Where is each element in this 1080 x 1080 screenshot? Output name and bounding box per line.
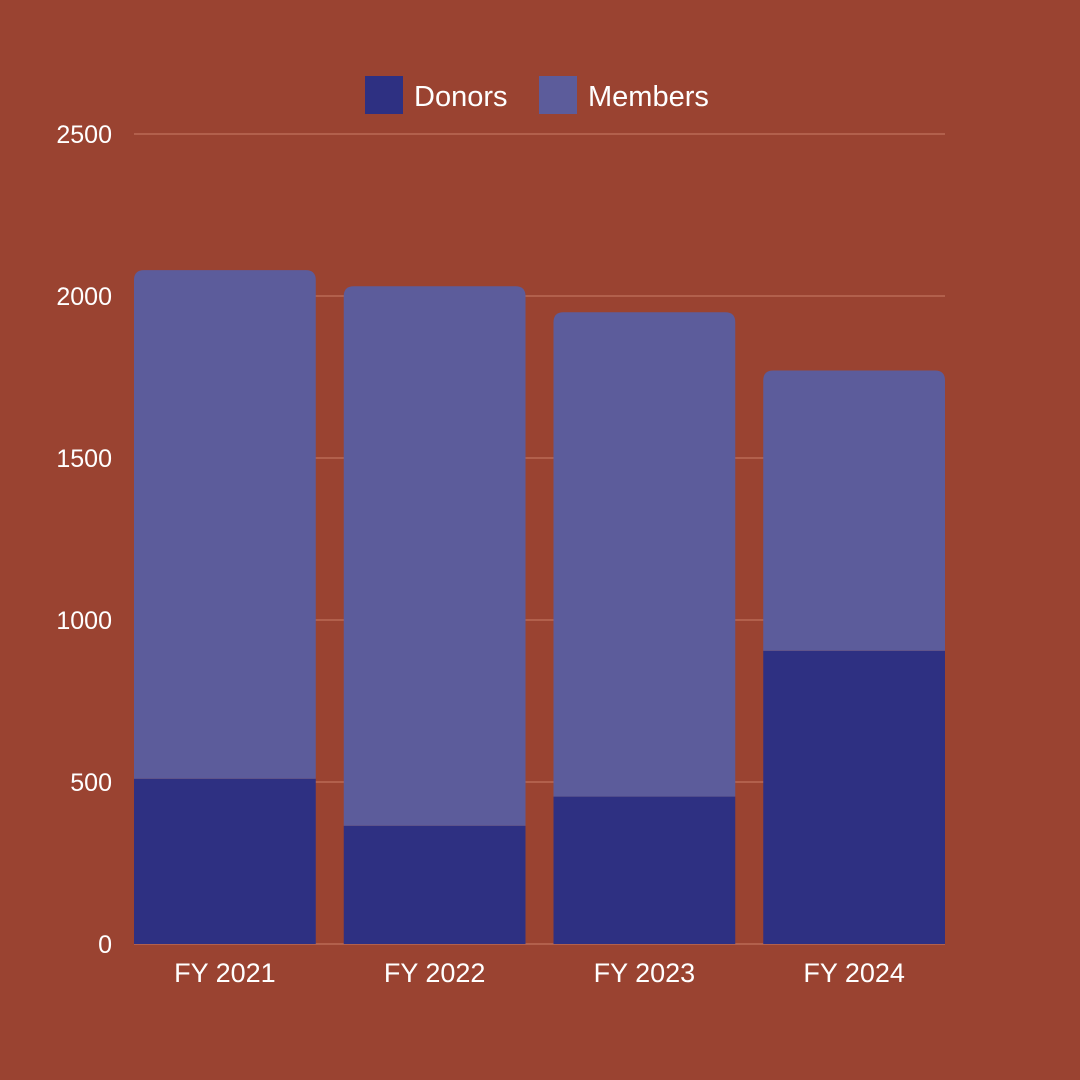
- bar-members-fy-2022: [343, 286, 526, 826]
- legend-swatch-donors: [365, 76, 403, 114]
- y-tick-label-1000: 1000: [56, 607, 112, 635]
- bar-members-fy-2021: [134, 270, 316, 779]
- y-tick-label-1500: 1500: [56, 445, 112, 473]
- y-tick-label-2500: 2500: [56, 121, 112, 149]
- legend: Donors Members: [365, 76, 709, 114]
- legend-label-members: Members: [588, 81, 709, 113]
- legend-label-donors: Donors: [414, 81, 508, 113]
- bar-donors-fy-2022: [343, 825, 526, 944]
- bars: [134, 270, 945, 944]
- bar-donors-fy-2024: [763, 650, 945, 944]
- x-axis-ticks: FY 2021 FY 2022 FY 2023 FY 2024: [174, 958, 905, 988]
- x-tick-label-fy-2023: FY 2023: [594, 958, 696, 988]
- x-tick-label-fy-2024: FY 2024: [803, 958, 905, 988]
- legend-swatch-members: [539, 76, 577, 114]
- y-tick-label-500: 500: [70, 769, 112, 797]
- y-tick-label-2000: 2000: [56, 283, 112, 311]
- x-tick-label-fy-2021: FY 2021: [174, 958, 276, 988]
- y-tick-label-0: 0: [98, 931, 112, 959]
- y-axis-ticks: 0 500 1000 1500 2000 2500: [56, 121, 112, 959]
- bar-donors-fy-2021: [134, 778, 316, 944]
- bar-donors-fy-2023: [553, 796, 736, 944]
- bar-members-fy-2023: [553, 312, 736, 797]
- bar-members-fy-2024: [763, 370, 945, 651]
- x-tick-label-fy-2022: FY 2022: [384, 958, 486, 988]
